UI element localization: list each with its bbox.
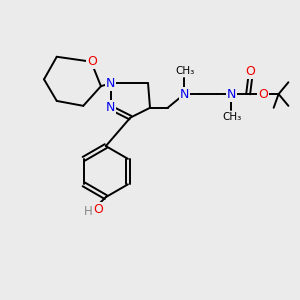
Text: CH₃: CH₃ xyxy=(176,67,195,76)
Text: H: H xyxy=(84,205,92,218)
Text: O: O xyxy=(245,65,255,78)
Text: N: N xyxy=(227,88,236,100)
Text: O: O xyxy=(87,55,97,68)
Text: N: N xyxy=(106,101,116,114)
Text: O: O xyxy=(93,203,103,216)
Text: CH₃: CH₃ xyxy=(223,112,242,122)
Text: O: O xyxy=(258,88,268,100)
Text: N: N xyxy=(180,88,189,100)
Text: N: N xyxy=(106,77,116,90)
